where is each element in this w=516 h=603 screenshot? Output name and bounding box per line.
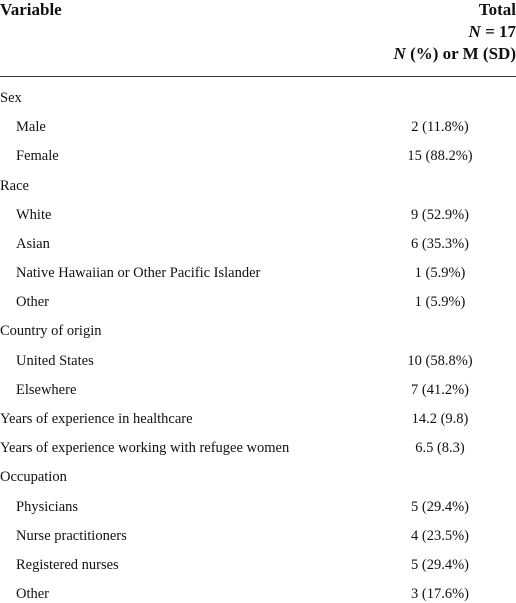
row-value: 2 (11.8%) <box>411 119 469 136</box>
row-label: Other <box>16 586 50 603</box>
row-label: Other <box>16 294 50 311</box>
row-value: 15 (88.2%) <box>407 148 473 165</box>
row-label: Years of experience working with refugee… <box>0 440 290 457</box>
row-value: 6.5 (8.3) <box>415 440 465 457</box>
row-value: 7 (41.2%) <box>411 381 469 398</box>
row-label: Nurse practitioners <box>16 527 127 544</box>
row-label: Physicians <box>16 498 79 515</box>
column-header: Total <box>479 0 516 20</box>
column-header: N (%) or M (SD) <box>394 44 516 64</box>
row-label: Sex <box>0 90 22 106</box>
row-label: United States <box>16 352 94 369</box>
header-text: Total <box>478 0 516 19</box>
row-label: Race <box>0 177 29 194</box>
row-label: Registered nurses <box>16 556 119 573</box>
header-text: (%) or M (SD) <box>405 44 516 63</box>
row-value: 5 (29.4%) <box>411 498 469 515</box>
column-header: N = 17 <box>469 22 516 42</box>
row-label: Asian <box>16 235 50 252</box>
row-label: Female <box>16 148 59 165</box>
row-label: White <box>16 206 52 223</box>
row-value: 3 (17.6%) <box>411 586 469 603</box>
row-value: 5 (29.4%) <box>411 556 469 573</box>
row-label: Elsewhere <box>16 381 77 398</box>
row-value: 1 (5.9%) <box>414 294 466 311</box>
header-rule <box>0 76 516 77</box>
row-label: Occupation <box>0 469 67 486</box>
row-value: 9 (52.9%) <box>411 206 469 223</box>
row-label: Native Hawaiian or Other Pacific Islande… <box>16 265 261 282</box>
row-label: Male <box>16 119 46 136</box>
row-value: 6 (35.3%) <box>411 235 469 252</box>
row-label: Country of origin <box>0 323 102 340</box>
header-text: = 17 <box>480 22 516 41</box>
column-header: Variable <box>0 0 62 19</box>
row-value: 1 (5.9%) <box>414 265 466 282</box>
row-label: Years of experience in healthcare <box>0 411 193 427</box>
row-value: 4 (23.5%) <box>411 527 469 544</box>
header-text: N <box>468 22 481 41</box>
row-value: 10 (58.8%) <box>407 352 473 369</box>
row-value: 14.2 (9.8) <box>411 411 469 427</box>
header-text: N <box>393 44 406 63</box>
